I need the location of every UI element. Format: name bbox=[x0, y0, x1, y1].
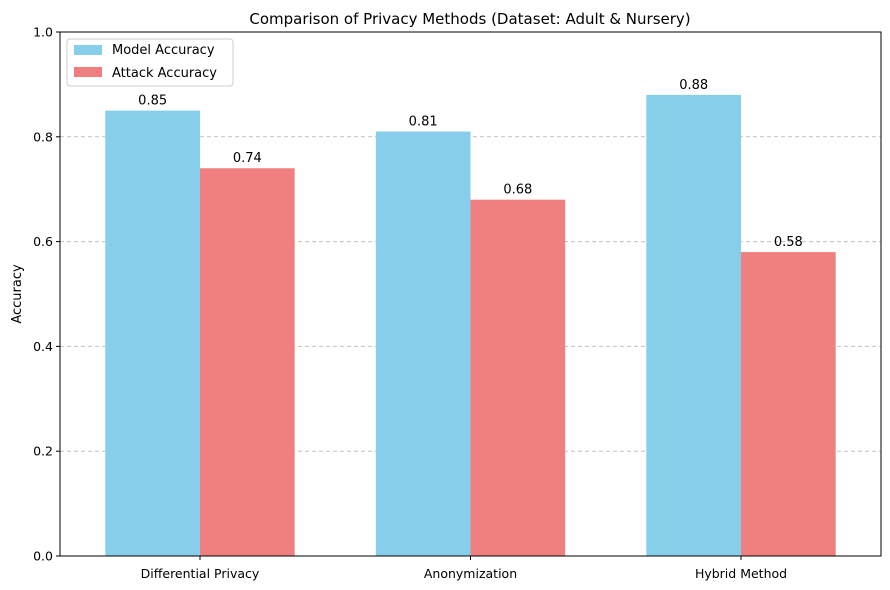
legend-label-attack-accuracy: Attack Accuracy bbox=[112, 66, 217, 81]
bar-value-label: 0.88 bbox=[679, 78, 708, 93]
x-tick-label: Hybrid Method bbox=[695, 566, 787, 581]
bar-value-label: 0.81 bbox=[409, 115, 438, 130]
legend: Model Accuracy Attack Accuracy bbox=[66, 38, 234, 87]
legend-swatch-model-accuracy bbox=[74, 45, 102, 55]
chart-title: Comparison of Privacy Methods (Dataset: … bbox=[249, 10, 690, 28]
bar-attack-accuracy bbox=[199, 168, 295, 557]
value-labels: 0.85 0.74 0.81 0.68 0.88 0.58 bbox=[138, 78, 803, 250]
legend-swatch-attack-accuracy bbox=[74, 67, 102, 77]
y-tick-label: 0.8 bbox=[33, 129, 53, 144]
x-tick-label: Anonymization bbox=[424, 566, 517, 581]
y-axis-ticks: 0.0 0.2 0.4 0.6 0.8 1.0 bbox=[33, 25, 60, 564]
x-tick-label: Differential Privacy bbox=[141, 566, 260, 581]
y-tick-label: 0.6 bbox=[33, 234, 53, 249]
y-tick-label: 0.4 bbox=[33, 339, 53, 354]
y-tick-label: 1.0 bbox=[33, 25, 53, 40]
legend-label-model-accuracy: Model Accuracy bbox=[112, 43, 215, 58]
bar-model-accuracy bbox=[646, 94, 742, 556]
bar-value-label: 0.85 bbox=[138, 94, 167, 109]
y-axis-label: Accuracy bbox=[10, 264, 25, 324]
bar-value-label: 0.68 bbox=[503, 183, 532, 198]
bar-value-label: 0.74 bbox=[233, 151, 262, 166]
y-tick-label: 0.2 bbox=[33, 444, 53, 459]
bars bbox=[105, 94, 836, 557]
bar-value-label: 0.58 bbox=[774, 235, 803, 250]
legend-box bbox=[66, 38, 234, 87]
bar-attack-accuracy bbox=[741, 252, 836, 556]
x-axis-ticks: Differential Privacy Anonymization Hybrid … bbox=[141, 556, 787, 581]
bar-model-accuracy bbox=[105, 110, 200, 556]
y-tick-label: 0.0 bbox=[33, 549, 53, 564]
bar-model-accuracy bbox=[375, 131, 471, 556]
bar-attack-accuracy bbox=[470, 199, 566, 556]
